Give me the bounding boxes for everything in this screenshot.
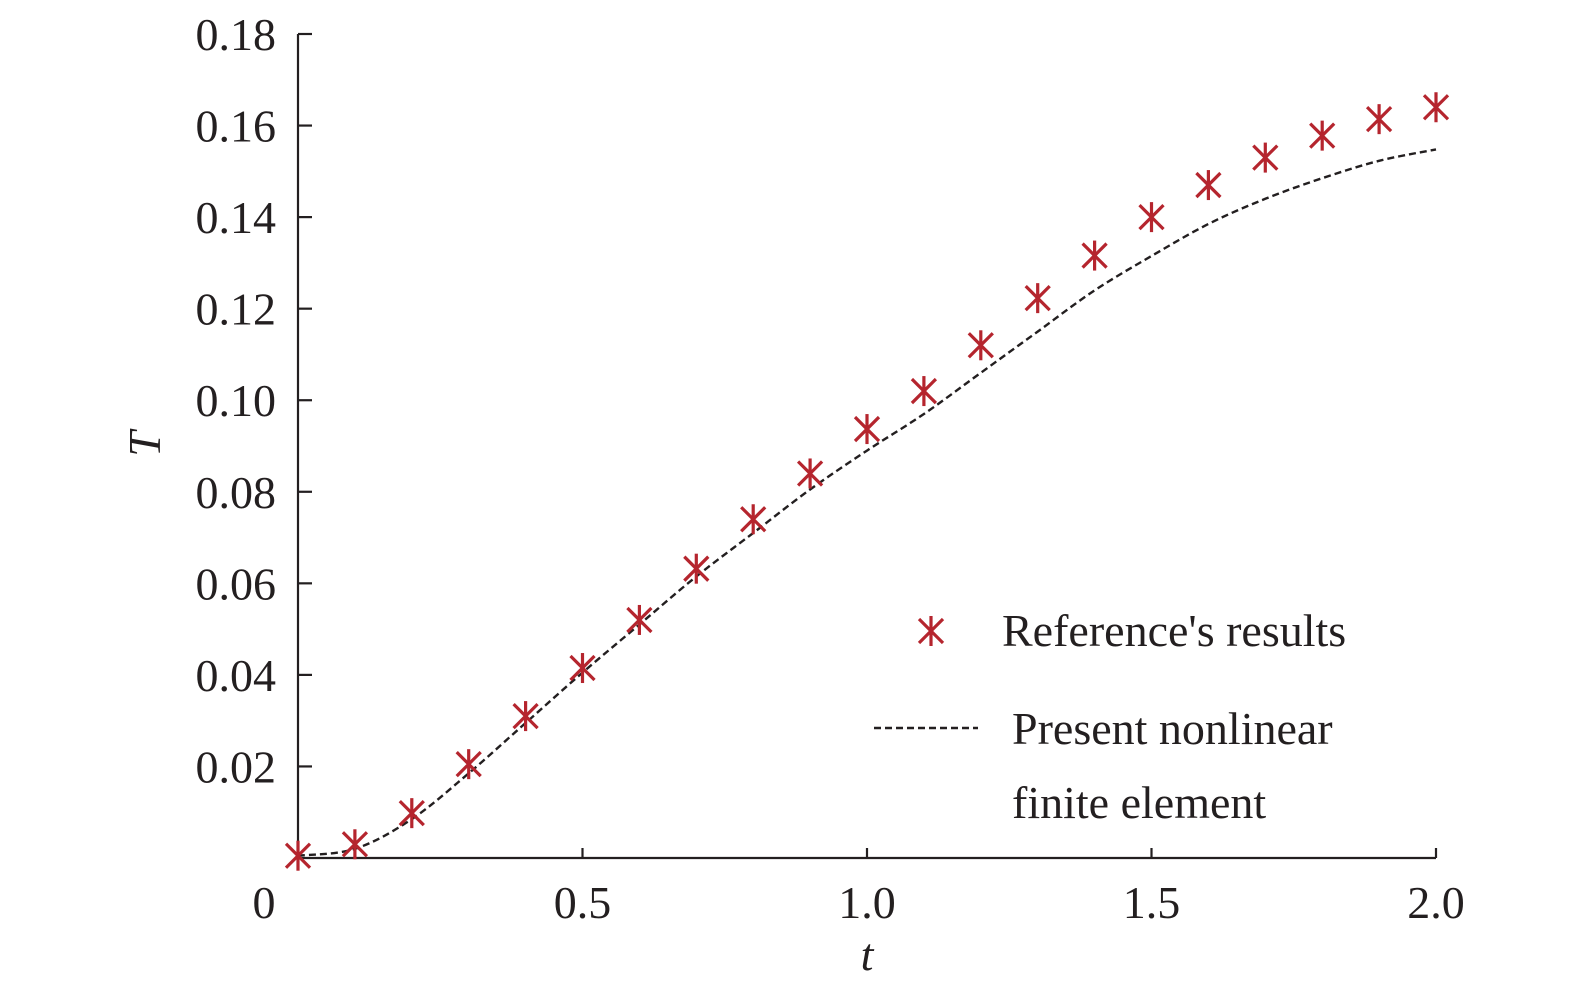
reference-point	[1309, 120, 1336, 151]
reference-point	[455, 749, 482, 780]
y-tick-label: 0.06	[196, 558, 277, 609]
reference-point	[796, 458, 824, 489]
x-ticks: 0 0.5 1.0 1.5 2.0	[253, 848, 1465, 928]
legend-marker-reference	[917, 616, 945, 646]
y-tick-label: 0.02	[196, 741, 277, 792]
legend-label-reference: Reference's results	[1002, 605, 1346, 656]
reference-point	[853, 414, 881, 445]
reference-point	[740, 504, 767, 535]
legend: Reference's results Present nonlinear fi…	[874, 605, 1346, 828]
series-line-present-fe	[297, 148, 1437, 857]
reference-point	[967, 330, 994, 361]
reference-point	[1365, 104, 1393, 135]
reference-point	[626, 604, 653, 635]
reference-point	[1138, 202, 1165, 233]
legend-label-fe-line2: finite element	[1012, 777, 1266, 828]
reference-point	[1024, 283, 1051, 314]
reference-point	[398, 798, 425, 829]
y-tick-label: 0.16	[196, 101, 277, 152]
series-layer	[284, 92, 1450, 871]
x-tick-label: 2.0	[1407, 877, 1465, 928]
reference-point	[569, 653, 596, 684]
reference-point	[1252, 142, 1279, 173]
reference-point	[683, 553, 710, 584]
x-tick-label: 1.5	[1123, 877, 1181, 928]
reference-point	[1422, 92, 1450, 123]
y-axis-title: T	[119, 428, 170, 457]
reference-point	[1081, 240, 1108, 271]
reference-point	[341, 829, 369, 860]
reference-point	[284, 840, 312, 871]
x-tick-label: 0	[253, 877, 276, 928]
y-tick-label: 0.10	[196, 375, 277, 426]
y-tick-label: 0.18	[196, 9, 277, 60]
y-ticks: 0.02 0.04 0.06 0.08 0.10 0.12 0.14 0.16 0.18	[196, 9, 312, 792]
y-tick-label: 0.04	[196, 650, 277, 701]
x-tick-label: 0.5	[554, 877, 612, 928]
y-tick-label: 0.12	[196, 284, 277, 335]
reference-point	[512, 701, 539, 732]
y-tick-label: 0.14	[196, 192, 277, 243]
x-tick-label: 1.0	[838, 877, 896, 928]
y-tick-label: 0.08	[196, 467, 277, 518]
x-axis-title: t	[861, 929, 875, 980]
reference-point	[910, 376, 938, 407]
reference-point	[1195, 170, 1222, 201]
legend-label-fe-line1: Present nonlinear	[1012, 703, 1333, 754]
